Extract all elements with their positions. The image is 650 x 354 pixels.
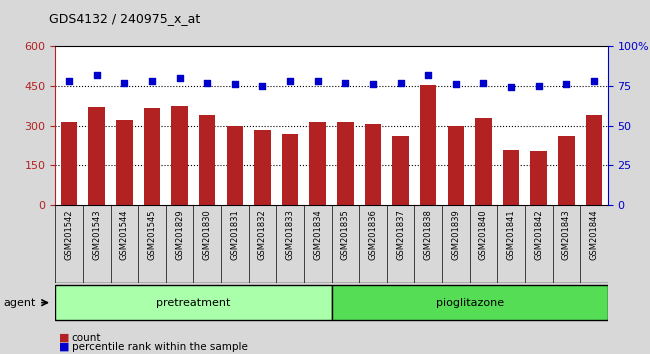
Bar [558,136,575,205]
Bar [392,136,409,205]
Text: GSM201834: GSM201834 [313,209,322,260]
Point [64,78,74,84]
Text: GSM201840: GSM201840 [479,209,488,260]
Bar [309,122,326,205]
Bar [475,118,491,205]
Bar [172,106,188,205]
Point [340,80,350,85]
FancyBboxPatch shape [55,285,332,320]
Point [534,83,544,88]
Point [395,80,406,85]
Point [589,78,599,84]
Text: GSM201829: GSM201829 [175,209,184,260]
Text: GSM201836: GSM201836 [369,209,378,260]
Bar [254,130,271,205]
Text: GDS4132 / 240975_x_at: GDS4132 / 240975_x_at [49,12,200,25]
Text: GSM201839: GSM201839 [451,209,460,260]
Bar [116,120,133,205]
Text: pioglitazone: pioglitazone [436,298,504,308]
Text: GSM201842: GSM201842 [534,209,543,260]
Point [368,81,378,87]
Bar [447,126,464,205]
Point [147,78,157,84]
Text: GSM201544: GSM201544 [120,209,129,260]
Text: ■: ■ [58,333,69,343]
Text: GSM201837: GSM201837 [396,209,405,260]
Text: GSM201833: GSM201833 [285,209,294,260]
Point [174,75,185,81]
Bar [144,108,161,205]
Point [478,80,489,85]
Text: GSM201542: GSM201542 [64,209,73,260]
FancyBboxPatch shape [332,285,608,320]
Text: pretreatment: pretreatment [156,298,231,308]
Bar [365,124,381,205]
Point [506,85,516,90]
Text: GSM201838: GSM201838 [424,209,433,260]
Text: GSM201545: GSM201545 [148,209,157,260]
Bar [503,149,519,205]
Point [229,81,240,87]
Point [92,72,102,78]
Text: GSM201843: GSM201843 [562,209,571,260]
Text: GSM201832: GSM201832 [258,209,267,260]
Point [313,78,323,84]
Bar [227,126,243,205]
Bar [420,85,437,205]
Point [285,78,295,84]
Bar [61,122,77,205]
Text: GSM201831: GSM201831 [230,209,239,260]
Bar [199,115,216,205]
Point [202,80,213,85]
Text: ■: ■ [58,342,69,352]
Text: agent: agent [3,298,36,308]
Point [450,81,461,87]
Bar [337,122,354,205]
Bar [530,151,547,205]
Text: GSM201830: GSM201830 [203,209,212,260]
Text: count: count [72,333,101,343]
Text: GSM201841: GSM201841 [506,209,515,260]
Text: GSM201844: GSM201844 [590,209,599,260]
Bar [281,133,298,205]
Text: GSM201543: GSM201543 [92,209,101,260]
Text: GSM201835: GSM201835 [341,209,350,260]
Bar [88,107,105,205]
Point [119,80,129,85]
Bar [586,115,602,205]
Point [423,72,434,78]
Point [257,83,268,88]
Text: percentile rank within the sample: percentile rank within the sample [72,342,248,352]
Point [561,81,571,87]
